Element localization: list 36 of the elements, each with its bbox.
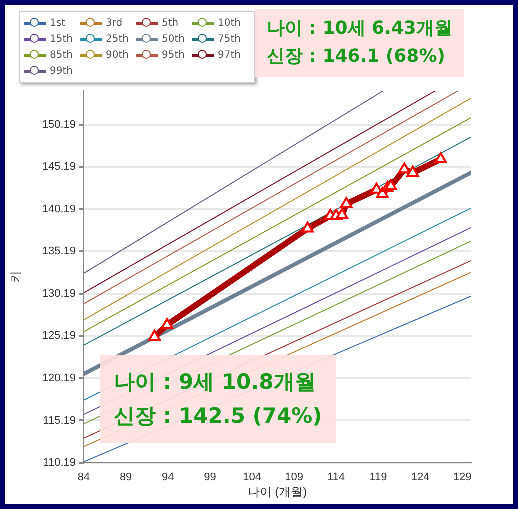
legend-label: 10th [218, 18, 241, 28]
x-tick-label: 109 [285, 472, 304, 484]
legend-label: 95th [162, 50, 185, 60]
x-axis-title: 나이 (개월) [248, 485, 308, 500]
y-tick-label: 125.19 [42, 330, 76, 342]
text: 나이 : 10세 6.43개월 신장 : 146.1 (68%) [255, 9, 464, 77]
x-tick-label: 89 [120, 472, 132, 484]
y-tick-label: 140.19 [42, 203, 76, 216]
legend-label: 1st [50, 18, 66, 28]
legend-label: 99th [50, 66, 73, 76]
y-tick-label: 115.19 [43, 414, 76, 427]
x-tick-label: 119 [370, 472, 388, 484]
y-tick-label: 130.19 [42, 288, 76, 300]
y-tick-label: 120.19 [42, 372, 76, 385]
x-tick-label: 94 [162, 472, 174, 484]
y-tick-label: 135.19 [42, 246, 76, 258]
legend-label: 3rd [106, 18, 123, 28]
legend-label: 75th [218, 34, 241, 44]
annotation: 나이 : 9세 10.8개월 신장 : 142.5 (74%) [100, 355, 336, 443]
legend-label: 5th [162, 18, 179, 28]
y-tick-label: 150.19 [42, 118, 76, 131]
legend-label: 25th [106, 34, 129, 44]
x-tick-label: 129 [453, 472, 472, 484]
legend-label: 90th [106, 50, 129, 60]
y-axis-title: 키 [8, 271, 23, 283]
legend-label: 97th [218, 50, 241, 60]
legend-label: 85th [50, 50, 73, 60]
legend-label: 50th [162, 34, 185, 44]
y-tick-label: 110.19 [43, 457, 76, 470]
x-tick-label: 124 [411, 472, 430, 484]
x-tick-label: 99 [204, 472, 216, 484]
y-tick-label: 145.19 [42, 161, 76, 174]
legend-label: 15th [50, 34, 73, 44]
x-tick-label: 104 [243, 472, 262, 484]
x-tick-label: 84 [78, 472, 90, 484]
x-tick-label: 114 [328, 472, 346, 484]
